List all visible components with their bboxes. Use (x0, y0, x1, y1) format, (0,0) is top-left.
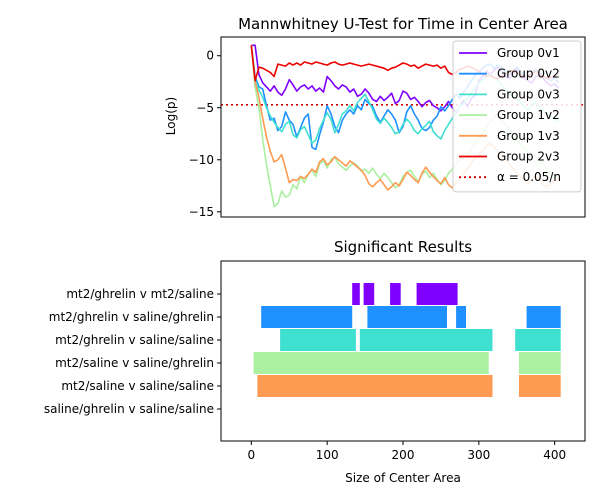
significant-interval-bar (526, 306, 561, 328)
significant-interval-bar (363, 283, 375, 305)
significant-interval-bar (519, 375, 561, 397)
significant-interval-bar (359, 329, 493, 351)
legend-label: Group 1v3 (497, 129, 560, 143)
bottom-x-tick-label: 100 (316, 448, 339, 462)
significant-interval-bar (367, 306, 447, 328)
legend-label: α = 0.05/n (497, 170, 561, 184)
significant-interval-bar (456, 306, 466, 328)
category-label: mt2/ghrelin v mt2/saline (66, 287, 214, 301)
significant-interval-bar (390, 283, 401, 305)
legend-label: Group 0v3 (497, 87, 560, 101)
category-label: mt2/saline v saline/saline (61, 379, 214, 393)
legend-label: Group 1v2 (497, 108, 560, 122)
top-chart-title: Mannwhitney U-Test for Time in Center Ar… (238, 15, 568, 33)
top-plot-frame (220, 36, 586, 218)
significant-interval-bar (253, 352, 489, 374)
category-label: mt2/ghrelin v saline/ghrelin (49, 310, 214, 324)
category-label: mt2/saline v saline/ghrelin (55, 356, 214, 370)
top-y-tick-label: −10 (189, 153, 214, 167)
bottom-chart: Significant Results mt2/ghrelin v mt2/sa… (44, 238, 586, 485)
significant-interval-bar (257, 375, 493, 397)
bottom-chart-title: Significant Results (334, 238, 472, 256)
top-y-tick-label: −15 (189, 205, 214, 219)
legend-label: Group 0v2 (497, 67, 560, 81)
category-label: mt2/ghrelin v saline/saline (55, 333, 214, 347)
legend-box (452, 40, 582, 193)
bottom-x-tick-label: 200 (392, 448, 415, 462)
bottom-x-tick-label: 400 (543, 448, 566, 462)
significant-interval-bar (519, 352, 561, 374)
significant-interval-bar (352, 283, 360, 305)
significant-interval-bar (515, 329, 561, 351)
bottom-x-tick-label: 0 (248, 448, 256, 462)
top-chart: Mannwhitney U-Test for Time in Center Ar… (164, 15, 586, 219)
bottom-plot-frame (220, 260, 586, 442)
top-legend: Group 0v1 Group 0v2 Group 0v3 Group 1v2 Grou… (452, 40, 582, 193)
top-y-axis-label: Log(p) (164, 97, 178, 135)
significant-interval-bar (261, 306, 353, 328)
legend-label: Group 2v3 (497, 150, 560, 164)
legend-label: Group 0v1 (497, 46, 560, 60)
bottom-x-axis-label: Size of Center Area (345, 471, 461, 485)
top-y-tick-label: −5 (196, 101, 214, 115)
bottom-x-tick-label: 300 (467, 448, 490, 462)
category-label: saline/ghrelin v saline/saline (44, 402, 214, 416)
top-y-tick-label: 0 (206, 49, 214, 63)
significant-interval-bar (280, 329, 356, 351)
bottom-plot-area: mt2/ghrelin v mt2/saline mt2/ghrelin v sa… (44, 283, 566, 462)
significant-interval-bar (416, 283, 458, 305)
